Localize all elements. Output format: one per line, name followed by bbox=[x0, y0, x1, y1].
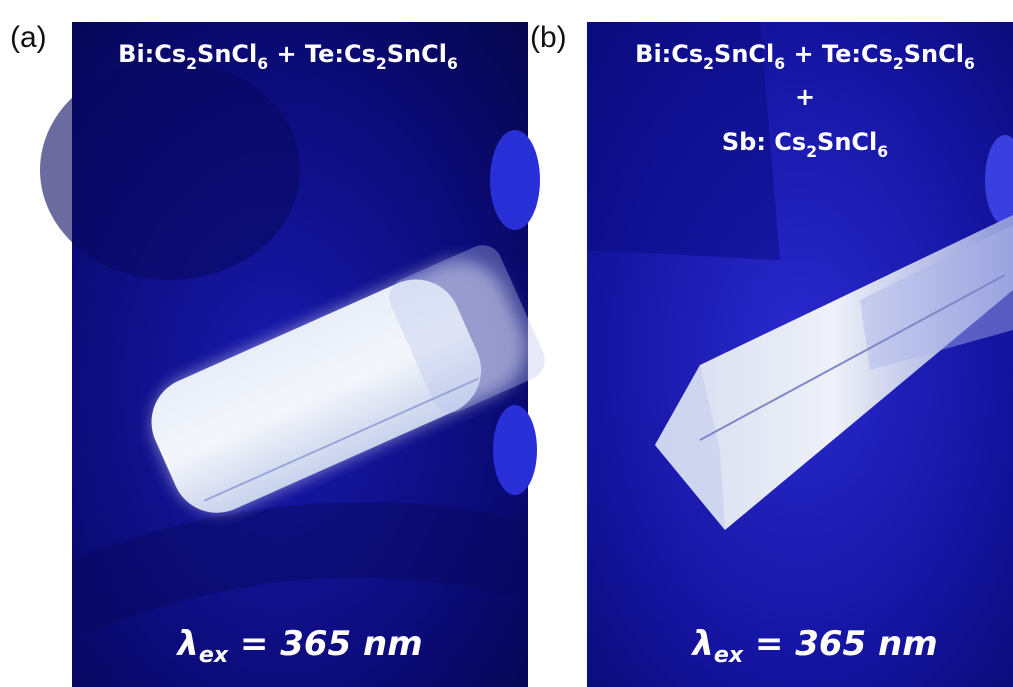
text-run: Bi:Cs bbox=[635, 40, 703, 68]
text-run: λ bbox=[175, 624, 199, 664]
subscript: 2 bbox=[893, 55, 904, 73]
subscript: ex bbox=[199, 642, 229, 668]
caption: + bbox=[795, 83, 815, 111]
subscript: 2 bbox=[376, 55, 387, 73]
text-run: SnCl bbox=[387, 40, 447, 68]
text-run: + Te:Cs bbox=[785, 40, 893, 68]
text-run: Sb: Cs bbox=[722, 128, 806, 156]
text-run: SnCl bbox=[904, 40, 964, 68]
text-run: + Te:Cs bbox=[268, 40, 376, 68]
panel-label: (a) bbox=[10, 21, 47, 54]
text-run: SnCl bbox=[817, 128, 877, 156]
text-run: SnCl bbox=[197, 40, 257, 68]
subscript: 2 bbox=[806, 143, 817, 161]
subscript: 6 bbox=[964, 55, 975, 73]
text-run: = 365 nm bbox=[228, 624, 423, 664]
text-run: SnCl bbox=[714, 40, 774, 68]
subscript: 6 bbox=[447, 55, 458, 73]
photo-a bbox=[40, 22, 551, 687]
text-run: λ bbox=[690, 624, 714, 664]
subscript: ex bbox=[714, 642, 744, 668]
subscript: 6 bbox=[774, 55, 785, 73]
figure: (a) (b) Bi:Cs2SnCl6 + Te:Cs2SnCl6 Bi:Cs2… bbox=[0, 0, 1013, 687]
subscript: 6 bbox=[877, 143, 888, 161]
subscript: 2 bbox=[703, 55, 714, 73]
text-run: = 365 nm bbox=[743, 624, 938, 664]
text-run: + bbox=[795, 83, 815, 111]
panel-label: (b) bbox=[530, 21, 567, 54]
subscript: 6 bbox=[257, 55, 268, 73]
photo-b bbox=[587, 22, 1013, 687]
subscript: 2 bbox=[186, 55, 197, 73]
text-run: Bi:Cs bbox=[118, 40, 186, 68]
